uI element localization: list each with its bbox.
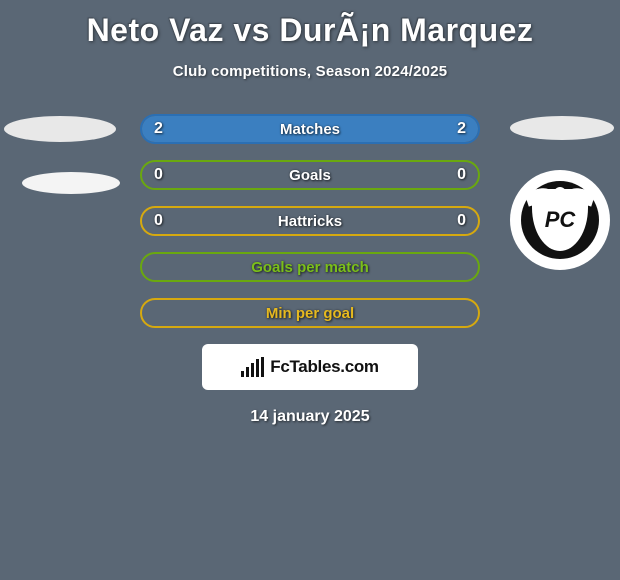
content: PORTIMONENSE PC 2 Matches 2 0 Goals 0 0 Hattric…	[0, 114, 620, 426]
stat-value-right: 2	[457, 120, 466, 138]
subtitle: Club competitions, Season 2024/2025	[0, 63, 620, 80]
stat-label: Hattricks	[278, 213, 342, 230]
right-badges: PORTIMONENSE PC	[510, 114, 620, 270]
stat-row: 2 Matches 2	[140, 114, 480, 144]
player2-club-crest: PORTIMONENSE PC	[510, 170, 610, 270]
left-badges	[0, 114, 120, 224]
stat-value-right: 0	[457, 212, 466, 230]
stat-row: Goals per match	[140, 252, 480, 282]
page-title: Neto Vaz vs DurÃ¡n Marquez	[0, 0, 620, 49]
date-label: 14 january 2025	[0, 408, 620, 426]
player1-photo-placeholder	[4, 116, 116, 142]
attribution-text: FcTables.com	[270, 357, 379, 377]
stat-value-left: 2	[154, 120, 163, 138]
bars-icon	[241, 357, 264, 377]
crest-initials: PC	[532, 189, 588, 251]
stat-label: Goals	[289, 167, 331, 184]
crest-shield: PORTIMONENSE PC	[521, 181, 599, 259]
stat-rows: 2 Matches 2 0 Goals 0 0 Hattricks 0 Goals per mat…	[140, 114, 480, 328]
attribution-box: FcTables.com	[202, 344, 418, 390]
stat-value-left: 0	[154, 212, 163, 230]
stat-row: Min per goal	[140, 298, 480, 328]
player1-club-placeholder	[22, 172, 120, 194]
stat-label: Min per goal	[266, 305, 354, 322]
player2-photo-placeholder	[510, 116, 614, 140]
stat-row: 0 Goals 0	[140, 160, 480, 190]
stat-row: 0 Hattricks 0	[140, 206, 480, 236]
stat-value-left: 0	[154, 166, 163, 184]
stat-label: Goals per match	[251, 259, 369, 276]
stat-label: Matches	[280, 121, 340, 138]
stat-value-right: 0	[457, 166, 466, 184]
